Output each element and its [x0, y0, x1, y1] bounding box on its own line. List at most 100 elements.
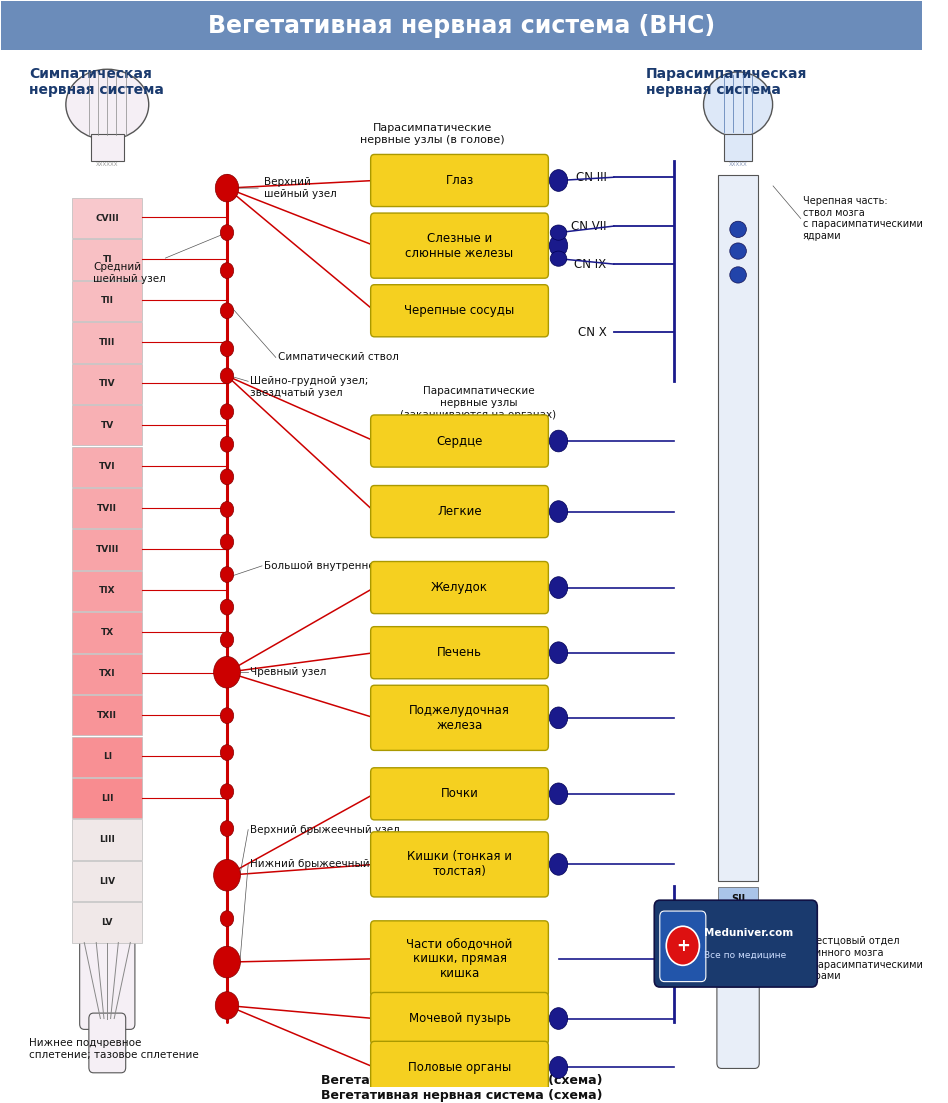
Text: SIV: SIV — [729, 944, 747, 954]
FancyBboxPatch shape — [660, 911, 706, 982]
Ellipse shape — [550, 251, 567, 266]
Circle shape — [220, 263, 234, 278]
Text: Поджелудочная
железа: Поджелудочная железа — [410, 704, 510, 731]
Circle shape — [549, 1057, 568, 1079]
Text: TIII: TIII — [100, 338, 116, 347]
Text: CN IX: CN IX — [574, 258, 607, 270]
Text: Средний
шейный узел: Средний шейный узел — [94, 234, 225, 283]
Circle shape — [549, 577, 568, 599]
Circle shape — [549, 235, 568, 257]
FancyBboxPatch shape — [72, 612, 142, 653]
FancyBboxPatch shape — [371, 561, 548, 613]
Circle shape — [549, 642, 568, 664]
Text: Большой внутренностный нерв: Большой внутренностный нерв — [264, 560, 438, 571]
FancyBboxPatch shape — [72, 447, 142, 486]
FancyBboxPatch shape — [718, 175, 758, 880]
FancyBboxPatch shape — [371, 1041, 548, 1093]
Text: Крестцовый отдел
спинного мозга
с парасимпатическими
ядрами: Крестцовый отдел спинного мозга с параси… — [803, 936, 922, 982]
FancyBboxPatch shape — [371, 921, 548, 997]
Text: Верхний
шейный узел: Верхний шейный узел — [229, 178, 337, 199]
Text: CN X: CN X — [577, 326, 607, 339]
Text: TX: TX — [100, 628, 114, 636]
FancyBboxPatch shape — [718, 963, 758, 987]
Text: TVIII: TVIII — [96, 545, 119, 554]
Circle shape — [220, 404, 234, 419]
Text: Черепная часть:
ствол мозга
с парасимпатическими
ядрами: Черепная часть: ствол мозга с парасимпат… — [803, 196, 922, 240]
Circle shape — [220, 599, 234, 615]
Circle shape — [220, 502, 234, 517]
FancyBboxPatch shape — [72, 737, 142, 777]
Text: LIII: LIII — [100, 835, 116, 844]
Text: SIII: SIII — [729, 919, 747, 929]
Circle shape — [215, 174, 239, 202]
Text: Парасимпатическая
нервная система: Парасимпатическая нервная система — [646, 66, 808, 97]
Text: Вегетативная нервная система (схема): Вегетативная нервная система (схема) — [321, 1089, 603, 1102]
Ellipse shape — [730, 243, 746, 259]
Circle shape — [213, 656, 241, 688]
Circle shape — [549, 170, 568, 191]
FancyBboxPatch shape — [72, 529, 142, 569]
FancyBboxPatch shape — [72, 322, 142, 363]
Circle shape — [220, 341, 234, 356]
Ellipse shape — [703, 72, 773, 137]
Text: Сердце: Сердце — [436, 435, 483, 448]
Text: +: + — [676, 936, 690, 955]
Text: TII: TII — [100, 297, 114, 306]
Text: Кишки (тонкая и
толстая): Кишки (тонкая и толстая) — [407, 850, 512, 878]
Text: Половые органы: Половые органы — [408, 1061, 511, 1074]
Circle shape — [549, 783, 568, 805]
Circle shape — [220, 911, 234, 927]
Text: Шейно-грудной узел;
звездчатый узел: Шейно-грудной узел; звездчатый узел — [250, 376, 369, 397]
Text: Meduniver.com: Meduniver.com — [704, 928, 793, 938]
Circle shape — [220, 368, 234, 384]
FancyBboxPatch shape — [718, 887, 758, 911]
FancyBboxPatch shape — [371, 415, 548, 467]
Text: Симпатическая
нервная система: Симпатическая нервная система — [29, 66, 164, 97]
Text: TIX: TIX — [99, 587, 116, 596]
FancyBboxPatch shape — [72, 571, 142, 611]
Circle shape — [549, 707, 568, 729]
Text: TV: TV — [100, 420, 114, 430]
FancyBboxPatch shape — [371, 154, 548, 206]
Circle shape — [220, 632, 234, 647]
Text: Глаз: Глаз — [446, 174, 474, 188]
Text: LI: LI — [102, 752, 112, 761]
Text: TVI: TVI — [99, 462, 116, 471]
Circle shape — [220, 784, 234, 800]
Circle shape — [549, 1008, 568, 1029]
FancyBboxPatch shape — [72, 695, 142, 736]
Text: SII: SII — [731, 893, 745, 903]
Text: Парасимпатический корешок;
тазовые внутренностные
нервы: Парасимпатический корешок; тазовые внутр… — [378, 1043, 545, 1078]
Text: Слезные и
слюнные железы: Слезные и слюнные железы — [406, 232, 514, 259]
Text: Все по медицине: Все по медицине — [704, 951, 786, 960]
Text: Парасимпатические
нервные узлы
(заканчиваются на органах): Парасимпатические нервные узлы (заканчив… — [400, 386, 556, 419]
Ellipse shape — [550, 225, 567, 240]
Text: Чревный узел: Чревный узел — [250, 667, 326, 677]
FancyBboxPatch shape — [1, 1, 922, 51]
Text: Легкие: Легкие — [437, 505, 482, 518]
Text: Вегетативная нервная система (ВНС): Вегетативная нервная система (ВНС) — [209, 14, 716, 38]
Circle shape — [213, 946, 241, 978]
FancyBboxPatch shape — [72, 654, 142, 694]
Circle shape — [220, 303, 234, 319]
Text: TIV: TIV — [99, 379, 116, 388]
FancyBboxPatch shape — [72, 199, 142, 238]
Circle shape — [549, 501, 568, 523]
Text: Верхний брыжеечный узел: Верхний брыжеечный узел — [250, 825, 400, 835]
FancyBboxPatch shape — [89, 1013, 126, 1073]
Circle shape — [549, 854, 568, 876]
FancyBboxPatch shape — [371, 993, 548, 1045]
Text: Части ободочной
кишки, прямая
кишка: Части ободочной кишки, прямая кишка — [407, 938, 513, 981]
FancyBboxPatch shape — [371, 832, 548, 897]
Text: Нижний брыжеечный узел: Нижний брыжеечный узел — [250, 859, 397, 869]
FancyBboxPatch shape — [371, 627, 548, 678]
FancyBboxPatch shape — [72, 281, 142, 321]
FancyBboxPatch shape — [718, 938, 758, 962]
Circle shape — [220, 821, 234, 836]
Ellipse shape — [730, 267, 746, 283]
FancyBboxPatch shape — [371, 285, 548, 336]
Ellipse shape — [730, 222, 746, 237]
Text: CN VII: CN VII — [571, 219, 607, 233]
FancyBboxPatch shape — [654, 900, 817, 987]
Text: Вегетативная нервная система (схема): Вегетативная нервная система (схема) — [321, 1074, 603, 1086]
